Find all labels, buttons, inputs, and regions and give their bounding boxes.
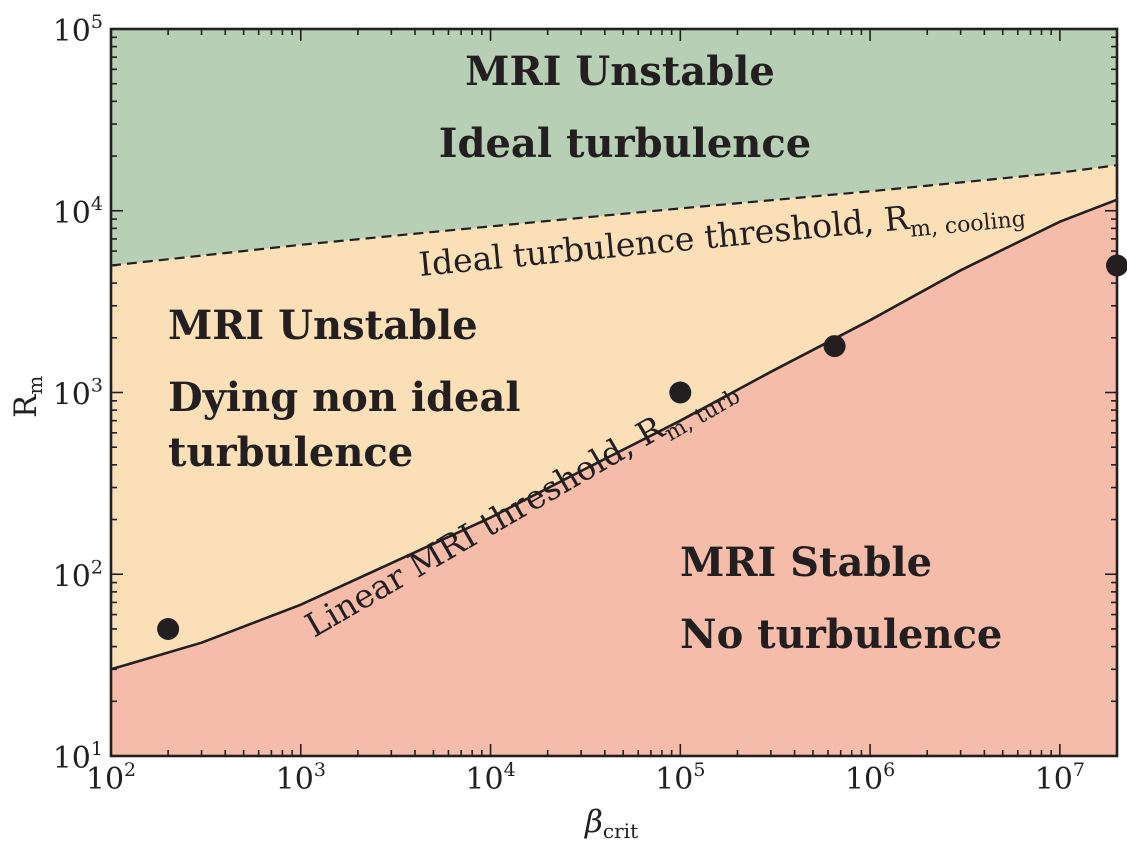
x-axis-label-sub: crit	[603, 819, 638, 843]
x-tick-label: 102	[86, 759, 136, 797]
plot-frame	[109, 27, 1119, 758]
ideal-turbulence-threshold-curve	[110, 164, 1118, 267]
region-ideal-subtitle: Ideal turbulence	[439, 120, 811, 167]
x-tick-label: 103	[276, 759, 326, 797]
region-dying-subtitle-line1: Dying non ideal	[168, 374, 521, 421]
simulation-point	[823, 335, 846, 358]
y-tick-label: 103	[53, 375, 103, 413]
region-dying-turbulence	[111, 165, 1117, 670]
region-dying-title: MRI Unstable	[168, 302, 478, 349]
y-axis-label-sub: m	[23, 376, 47, 395]
y-axis-label-base: R	[8, 393, 44, 418]
x-axis-label-base: β	[584, 804, 603, 840]
simulation-point	[669, 381, 692, 404]
y-tick-label: 105	[53, 11, 103, 49]
region-ideal-turbulence	[111, 29, 1117, 266]
x-axis-label: βcrit	[584, 804, 638, 843]
region-dying-subtitle-line2: turbulence	[168, 429, 413, 476]
linear-mri-threshold-curve	[110, 198, 1118, 671]
y-tick-label: 102	[53, 556, 103, 594]
plot-area	[110, 29, 1127, 756]
simulation-point	[157, 618, 180, 640]
y-axis-label: Rm	[8, 376, 47, 418]
region-stable-title: MRI Stable	[680, 539, 932, 586]
region-ideal-title: MRI Unstable	[465, 48, 775, 95]
x-tick-label: 105	[655, 759, 705, 797]
y-tick-label: 101	[53, 738, 103, 776]
x-tick-label: 106	[845, 759, 895, 797]
x-tick-label: 104	[465, 759, 515, 797]
simulation-points	[157, 254, 1127, 640]
region-mri-stable	[111, 199, 1117, 756]
region-stable-subtitle: No turbulence	[680, 611, 1002, 658]
y-tick-label: 104	[53, 193, 103, 231]
x-tick-label: 107	[1035, 759, 1085, 797]
